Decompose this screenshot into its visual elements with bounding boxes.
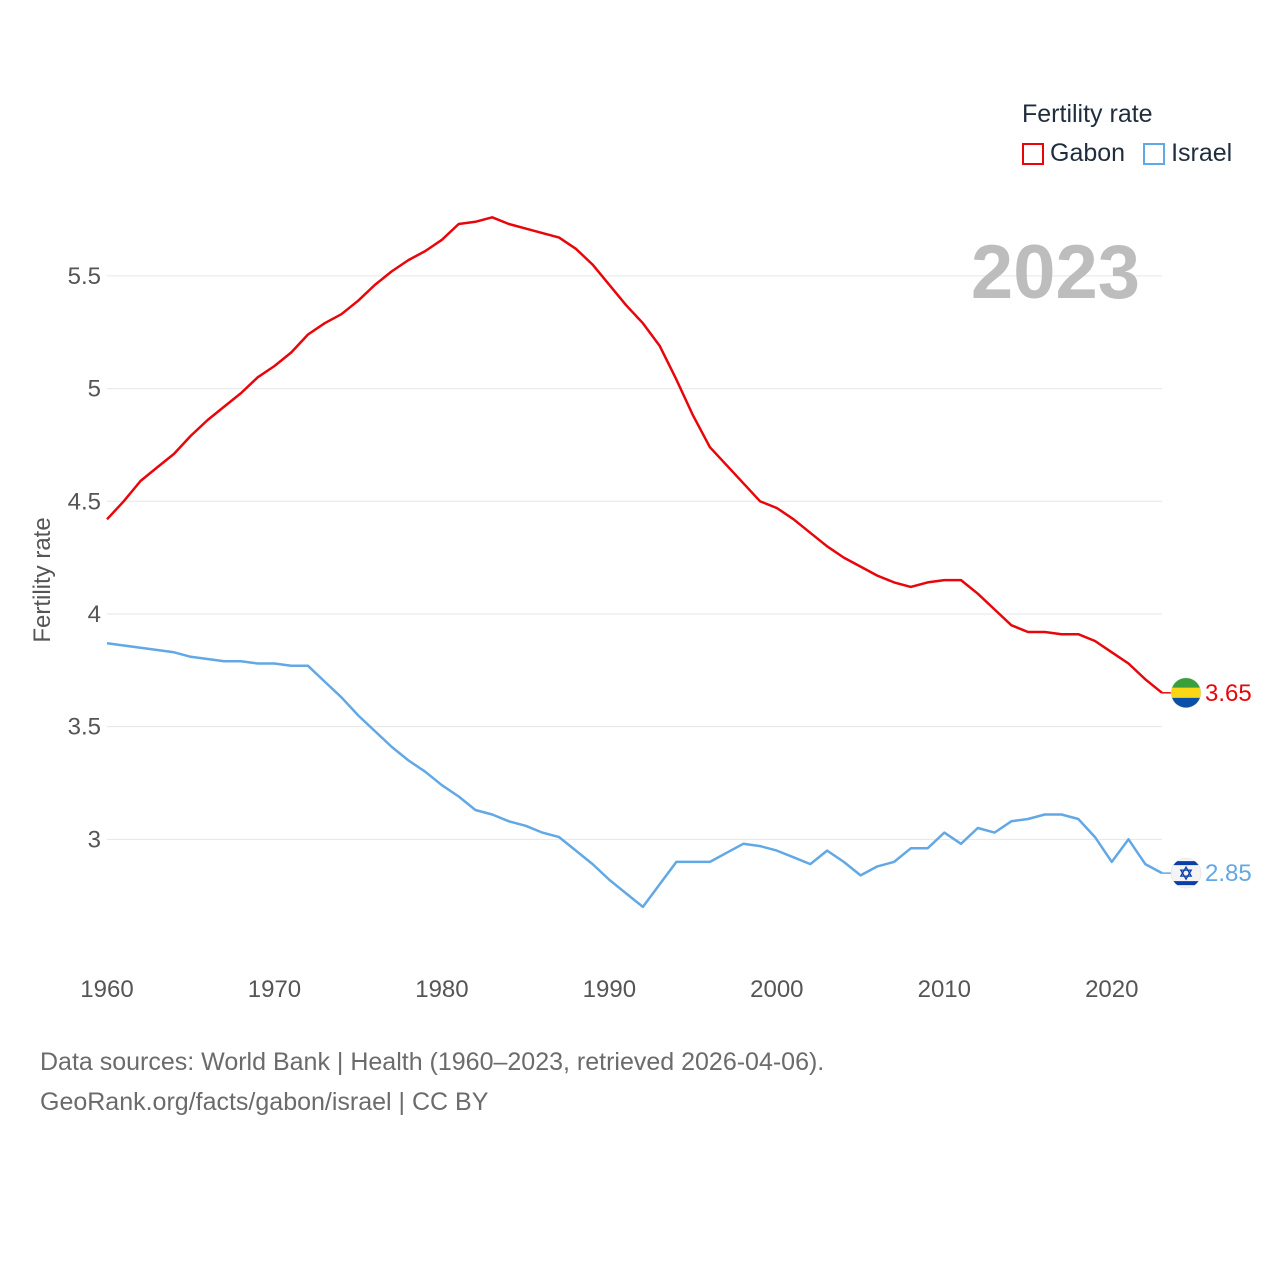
source-line: Data sources: World Bank | Health (1960–… [40,1048,825,1076]
y-axis-ticks: 3 3.5 4 4.5 5 5.5 [68,263,101,853]
legend-swatch-gabon [1022,142,1044,165]
series-line-israel [106,641,1163,909]
y-tick-label: 4 [88,601,101,628]
legend-swatch-israel [1143,142,1166,165]
y-tick-label: 5 [88,376,101,403]
y-tick-label: 5.5 [68,263,101,290]
x-axis-ticks: 1960 1970 1980 1990 2000 2010 2020 [80,976,1138,1003]
source-note: Data sources: World Bank | Health (1960–… [40,1042,824,1122]
legend-item-gabon[interactable]: Gabon [1022,139,1125,168]
series-line-gabon [106,216,1163,694]
x-tick-label: 2010 [918,976,971,1003]
israel-flag-icon [1170,857,1202,889]
x-tick-label: 1970 [248,976,301,1003]
x-tick-label: 1960 [80,976,133,1003]
source-link[interactable]: GeoRank.org/facts/gabon/israel | CC BY [40,1088,489,1116]
x-tick-label: 2020 [1085,976,1138,1003]
legend-item-israel[interactable]: Israel [1143,139,1232,168]
series-end-labels: 3.65 2.85 [1162,677,1252,889]
legend-label-israel: Israel [1171,139,1233,167]
year-label: 2023 [971,230,1140,315]
gabon-flag-icon [1170,677,1202,709]
legend-title: Fertility rate [1022,100,1153,128]
x-tick-label: 1990 [583,976,636,1003]
legend-items: Gabon Israel [1022,139,1232,168]
legend-label-gabon: Gabon [1050,139,1126,167]
end-value-label-gabon: 3.65 [1205,680,1252,707]
legend: Fertility rate Gabon Israel [1022,100,1232,168]
y-axis-label: Fertility rate [29,517,56,642]
end-value-label-israel: 2.85 [1205,860,1252,887]
grid-lines [107,275,1162,840]
y-tick-label: 3 [88,826,101,853]
x-tick-label: 2000 [750,976,803,1003]
y-tick-label: 3.5 [68,714,101,741]
y-tick-label: 4.5 [68,488,101,515]
series-lines [106,216,1163,909]
x-tick-label: 1980 [415,976,468,1003]
